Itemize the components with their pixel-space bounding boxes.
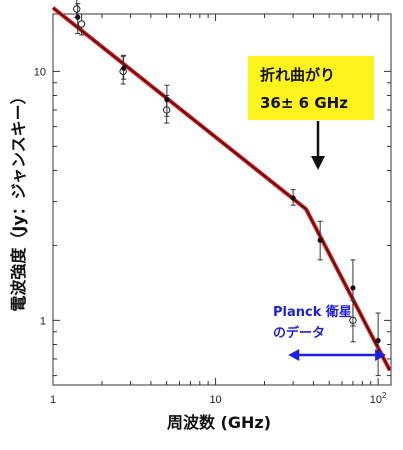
- planck-range-arrow: [288, 349, 387, 361]
- breakpoint-callout-line1: 折れ曲がり: [260, 66, 335, 84]
- plot-area: [52, 13, 392, 386]
- breakpoint-callout-line2: 36± 6 GHz: [260, 94, 348, 112]
- planck-arrow-head-left: [288, 349, 300, 361]
- data-point-filled: [290, 195, 296, 201]
- data-point-filled: [164, 97, 170, 103]
- planck-label-line1: Planck 衛星: [273, 304, 352, 320]
- data-point-open: [73, 5, 81, 13]
- x-axis-title: 周波数 (GHz): [167, 413, 271, 432]
- y-tick-label: 10: [34, 66, 46, 78]
- data-point-open: [77, 20, 86, 28]
- plot-frame: [52, 13, 392, 386]
- y-tick-label: 1: [40, 315, 46, 327]
- planck-label-line2: のデータ: [273, 325, 325, 341]
- data-point-filled: [317, 237, 323, 243]
- data-point-filled: [375, 337, 381, 344]
- data-point-filled: [350, 285, 356, 291]
- data-point-filled: [121, 65, 127, 71]
- x-tick-label: 10: [209, 394, 221, 406]
- data-marks: [51, 0, 392, 377]
- x-tick-label: 1: [50, 394, 56, 406]
- breakpoint-arrow: [311, 121, 325, 170]
- fit-line-black: [52, 7, 391, 371]
- x-tick-label: 102: [370, 391, 387, 406]
- planck-arrow-head-right: [375, 349, 387, 361]
- y-axis-title: 電波強度（Jy：ジャンスキー）: [9, 88, 28, 311]
- data-point-filled: [75, 14, 81, 20]
- breakpoint-callout-box: [248, 56, 374, 120]
